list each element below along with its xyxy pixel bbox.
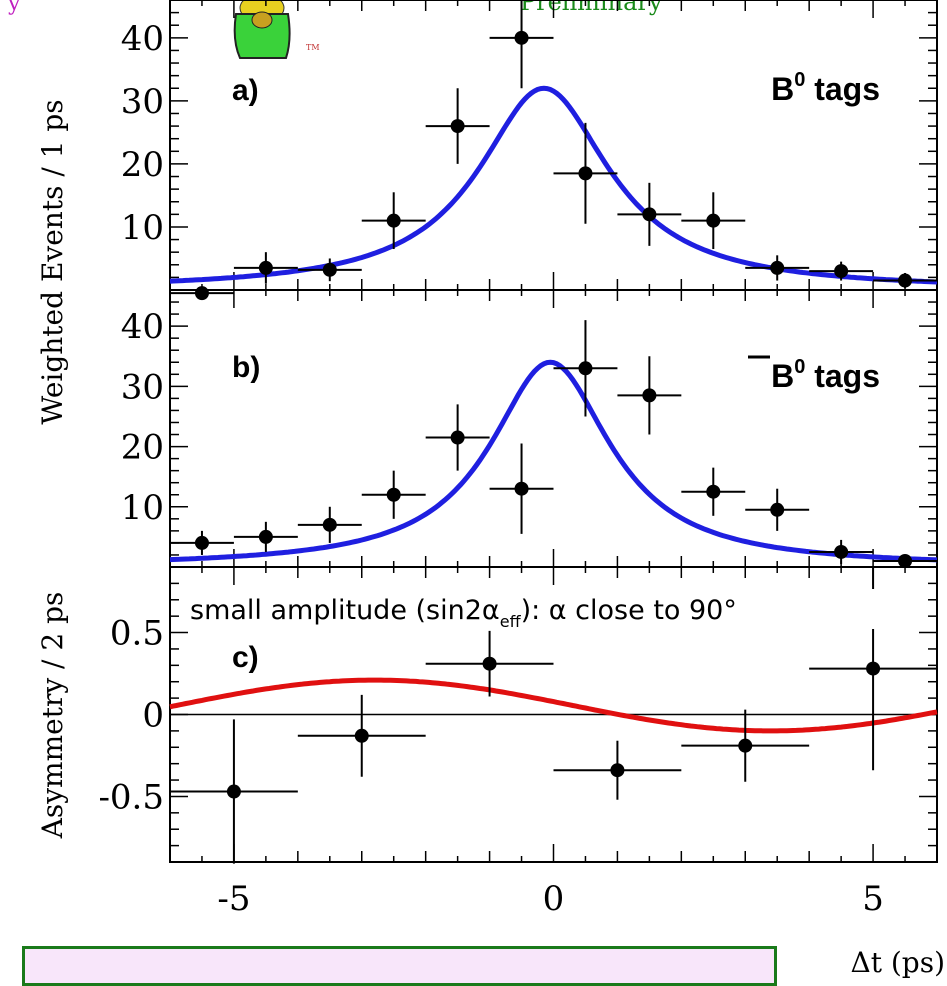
data-point xyxy=(297,694,426,777)
point-marker xyxy=(706,213,721,228)
data-point xyxy=(553,122,618,224)
x-tick-label: 5 xyxy=(862,879,884,919)
data-point xyxy=(425,88,490,164)
point-marker xyxy=(610,763,625,778)
panel-1: 10 20 30 40 a) B0 tags xyxy=(121,0,938,301)
annotation-text: small amplitude (sin2αeff): α close to 9… xyxy=(190,595,737,631)
data-point xyxy=(233,252,298,284)
point-marker xyxy=(770,260,785,275)
point-marker xyxy=(738,738,753,753)
point-marker xyxy=(834,544,849,559)
data-point xyxy=(425,630,554,697)
annotation-bg xyxy=(186,589,906,629)
y-tick-label: 10 xyxy=(121,208,164,248)
data-point xyxy=(681,467,746,516)
y-tick-label: 40 xyxy=(121,307,164,347)
point-marker xyxy=(322,517,337,532)
point-marker xyxy=(706,484,721,499)
data-point xyxy=(681,709,810,782)
data-point xyxy=(233,521,298,552)
y-tick-label: 0 xyxy=(142,696,164,736)
y-tick-label: 20 xyxy=(121,145,164,185)
data-point xyxy=(361,470,426,519)
data-point xyxy=(170,530,234,555)
point-marker xyxy=(450,430,465,445)
data-point xyxy=(617,356,682,435)
panel-frame xyxy=(169,289,938,568)
highlight-box xyxy=(22,946,777,986)
data-point xyxy=(489,443,554,534)
mascot-icon: TM xyxy=(222,0,322,62)
y-axis-label-events: Weighted Events / 1 ps xyxy=(36,99,69,424)
point-marker xyxy=(482,656,497,671)
x-axis-label: Δt (ps) xyxy=(850,946,945,979)
point-marker xyxy=(450,119,465,134)
data-point xyxy=(617,182,682,246)
y-tick-label: 0.5 xyxy=(110,614,164,654)
panel-label: c) xyxy=(232,641,259,674)
point-marker xyxy=(386,213,401,228)
point-marker xyxy=(386,487,401,502)
data-point xyxy=(297,506,362,543)
x-tick-label: -5 xyxy=(217,879,250,919)
panel-label: b) xyxy=(232,351,260,384)
point-marker xyxy=(578,361,593,376)
panel-2: 10 20 30 40 b) B0 tags xyxy=(121,289,938,568)
data-point xyxy=(809,539,874,564)
tag-label: B0 tags xyxy=(771,69,880,107)
data-point xyxy=(170,719,298,864)
data-point xyxy=(745,488,810,531)
asymmetry-curve xyxy=(169,677,938,734)
data-point xyxy=(809,261,874,281)
y-axis-label-asymmetry: Asymmetry / 2 ps xyxy=(36,592,69,840)
y-tick-label: 40 xyxy=(121,19,164,59)
y-tick-label: 10 xyxy=(121,488,164,528)
point-marker xyxy=(866,661,881,676)
data-point xyxy=(873,553,937,568)
data-point xyxy=(489,0,554,89)
point-marker xyxy=(194,535,209,550)
point-marker xyxy=(578,166,593,181)
point-marker xyxy=(642,388,657,403)
y-tick-label: -0.5 xyxy=(98,777,164,817)
point-marker xyxy=(898,553,913,568)
svg-text:TM: TM xyxy=(306,43,320,52)
data-point xyxy=(873,272,937,289)
point-marker xyxy=(834,264,849,279)
point-marker xyxy=(354,728,369,743)
header-banner-fragment: Preliminary xyxy=(520,0,663,16)
data-point xyxy=(361,192,426,250)
data-point xyxy=(297,258,362,282)
data-point xyxy=(681,192,746,250)
data-point xyxy=(745,255,810,281)
point-marker xyxy=(514,481,529,496)
point-marker xyxy=(258,529,273,544)
tag-label: B0 tags xyxy=(771,356,880,394)
panel-label: a) xyxy=(232,74,259,107)
header-fragment-left: y xyxy=(7,0,21,16)
point-marker xyxy=(322,262,337,277)
y-tick-label: 30 xyxy=(121,367,164,407)
point-marker xyxy=(898,273,913,288)
fit-curve xyxy=(169,85,938,285)
point-marker xyxy=(514,30,529,45)
data-point xyxy=(553,740,682,800)
point-marker xyxy=(226,784,241,799)
data-point xyxy=(553,320,618,417)
point-marker xyxy=(642,207,657,222)
panel-3: -0.5 0 0.5 -5 0 5 c) small amplitude (sin2αeff)… xyxy=(98,566,938,919)
x-tick-label: 0 xyxy=(543,879,565,919)
y-tick-label: 20 xyxy=(121,428,164,468)
y-tick-label: 30 xyxy=(121,82,164,122)
data-point xyxy=(425,404,490,471)
point-marker xyxy=(258,260,273,275)
point-marker xyxy=(770,502,785,517)
